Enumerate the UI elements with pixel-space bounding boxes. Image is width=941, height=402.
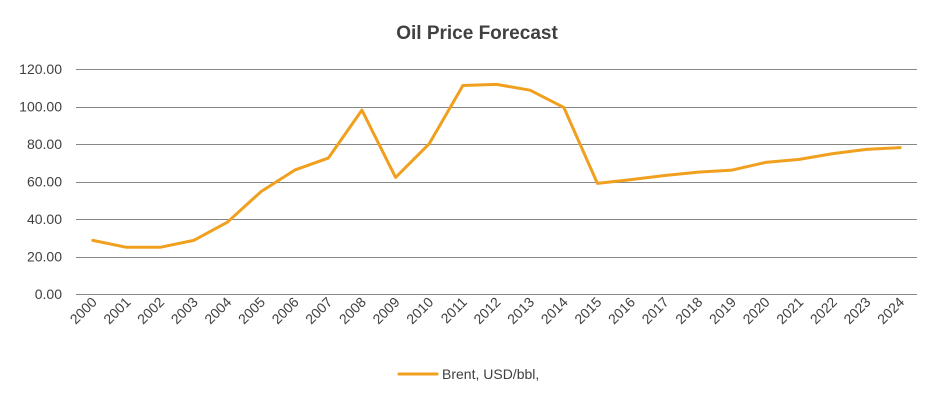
series-line-brent <box>91 82 902 249</box>
y-tick-label: 100.00 <box>19 99 62 115</box>
x-tick-label: 2007 <box>302 294 335 327</box>
series-layer <box>91 82 902 249</box>
y-tick-label: 120.00 <box>19 61 62 77</box>
y-tick-label: 0.00 <box>35 286 62 302</box>
x-tick-label: 2024 <box>874 294 907 327</box>
x-tick-label: 2021 <box>773 294 806 327</box>
x-axis-ticks: 2000 2001 2002 2003 2004 2005 2006 2007 2008 2009… <box>67 294 908 327</box>
legend-label: Brent, USD/bbl, <box>442 366 539 382</box>
grid-lines <box>76 69 917 295</box>
x-tick-label: 2017 <box>638 294 671 327</box>
x-tick-label: 2016 <box>605 294 638 327</box>
x-tick-label: 2020 <box>739 294 772 327</box>
y-tick-label: 20.00 <box>27 249 62 265</box>
legend: Brent, USD/bbl, <box>397 366 539 382</box>
x-tick-label: 2001 <box>100 294 133 327</box>
y-axis-ticks: 0.00 20.00 40.00 60.00 80.00 100.00 120.00 <box>19 61 62 302</box>
x-tick-label: 2023 <box>840 294 873 327</box>
chart-title: Oil Price Forecast <box>396 23 558 44</box>
x-tick-label: 2022 <box>807 294 840 327</box>
x-tick-label: 2012 <box>470 294 503 327</box>
x-tick-label: 2002 <box>134 294 167 327</box>
x-tick-label: 2008 <box>336 294 369 327</box>
x-tick-label: 2015 <box>571 294 604 327</box>
x-tick-label: 2005 <box>235 294 268 327</box>
y-tick-label: 40.00 <box>27 211 62 227</box>
x-tick-label: 2019 <box>706 294 739 327</box>
x-tick-label: 2003 <box>168 294 201 327</box>
x-tick-label: 2009 <box>369 294 402 327</box>
x-tick-label: 2010 <box>403 294 436 327</box>
y-tick-label: 60.00 <box>27 174 62 190</box>
x-tick-label: 2013 <box>504 294 537 327</box>
x-tick-label: 2000 <box>67 294 100 327</box>
x-tick-label: 2011 <box>437 294 470 327</box>
x-tick-label: 2014 <box>538 294 571 327</box>
x-tick-label: 2004 <box>201 294 234 327</box>
y-tick-label: 80.00 <box>27 136 62 152</box>
x-tick-label: 2006 <box>268 294 301 327</box>
x-tick-label: 2018 <box>672 294 705 327</box>
